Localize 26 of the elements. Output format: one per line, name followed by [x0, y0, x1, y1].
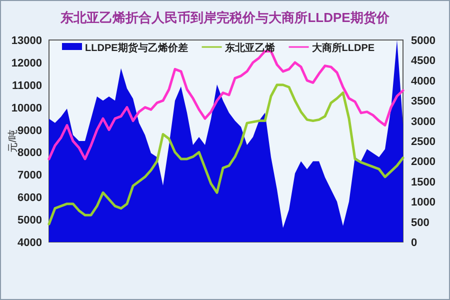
y-tick-label: 11000 — [12, 80, 42, 92]
y2-tick-label: 2000 — [411, 156, 436, 168]
y-tick-label: 9000 — [18, 124, 42, 137]
y2-tick-label: 4500 — [411, 55, 436, 68]
y-tick-label: 4000 — [18, 237, 42, 249]
y-tick-label: 7000 — [18, 170, 42, 182]
y2-tick-label: 0 — [411, 237, 418, 249]
y-axis-title: 元/吨 — [7, 130, 19, 152]
y2-tick-label: 3000 — [411, 116, 436, 128]
y-tick-label: 10000 — [11, 102, 42, 114]
y-tick-label: 5000 — [18, 214, 42, 227]
y2-tick-label: 4000 — [411, 75, 436, 88]
y2-tick-label: 5000 — [411, 35, 436, 47]
y2-tick-label: 2500 — [411, 136, 436, 148]
y-tick-label: 6000 — [18, 192, 42, 204]
y2-tick-label: 1500 — [411, 176, 436, 188]
y2-tick-label: 3500 — [411, 96, 436, 108]
y2-tick-label: 500 — [411, 216, 430, 229]
legend-label: LLDPE期货与乙烯价差 — [85, 42, 188, 54]
y-tick-label: 8000 — [18, 147, 42, 160]
y2-tick-label: 1000 — [411, 196, 436, 209]
line-series — [48, 84, 404, 226]
legend-label: 大商所LLDPE — [310, 42, 375, 54]
chart-title: 东北亚乙烯折合人民币到岸完税价与大商所LLDPE期货价 — [60, 10, 390, 25]
y-tick-label: 12000 — [11, 57, 42, 70]
y-tick-label: 13000 — [11, 35, 42, 47]
